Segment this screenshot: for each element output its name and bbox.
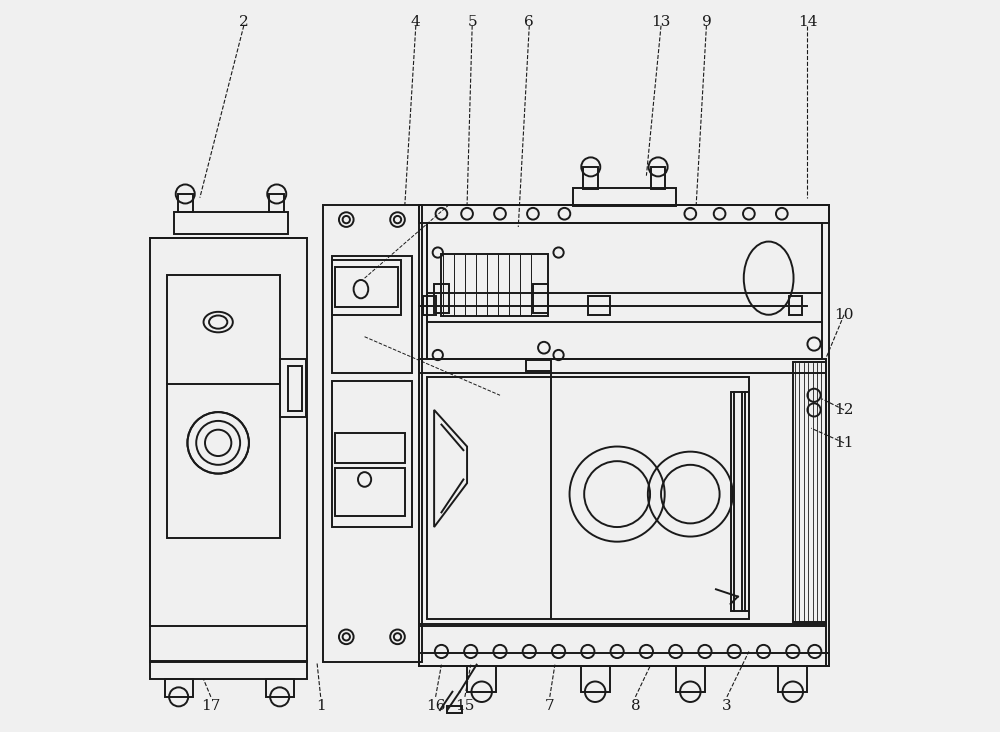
Text: 12: 12 bbox=[834, 403, 854, 417]
Bar bbox=[332, 260, 401, 315]
Text: 2: 2 bbox=[239, 15, 249, 29]
Bar bbox=[651, 167, 665, 189]
Bar bbox=[419, 359, 826, 626]
Bar bbox=[165, 679, 193, 697]
Bar bbox=[419, 624, 826, 666]
Bar bbox=[174, 212, 288, 234]
Text: 17: 17 bbox=[201, 699, 221, 714]
Bar bbox=[335, 468, 405, 516]
Text: 15: 15 bbox=[455, 699, 475, 714]
Bar bbox=[467, 666, 496, 692]
Bar bbox=[778, 666, 807, 692]
Bar bbox=[588, 296, 610, 315]
Bar bbox=[789, 296, 802, 315]
Text: 4: 4 bbox=[411, 15, 421, 29]
Bar bbox=[419, 205, 829, 223]
Bar bbox=[533, 284, 548, 313]
Bar bbox=[793, 362, 826, 622]
Bar bbox=[419, 205, 829, 666]
Bar bbox=[332, 256, 412, 373]
Text: 7: 7 bbox=[545, 699, 555, 714]
Bar bbox=[178, 194, 193, 212]
Text: 1: 1 bbox=[316, 699, 326, 714]
Text: 9: 9 bbox=[702, 15, 711, 29]
Bar bbox=[526, 360, 551, 371]
Bar bbox=[427, 377, 749, 619]
Bar bbox=[266, 679, 294, 697]
Bar bbox=[419, 653, 829, 666]
Bar bbox=[676, 666, 705, 692]
Text: 14: 14 bbox=[798, 15, 817, 29]
Bar bbox=[167, 274, 280, 538]
Text: 11: 11 bbox=[834, 436, 854, 450]
Bar bbox=[731, 392, 749, 611]
Text: 5: 5 bbox=[467, 15, 477, 29]
Bar bbox=[434, 284, 449, 313]
Bar bbox=[335, 267, 398, 307]
Bar bbox=[150, 661, 307, 679]
Text: 10: 10 bbox=[834, 307, 854, 322]
Text: 8: 8 bbox=[631, 699, 640, 714]
Bar bbox=[288, 366, 302, 411]
Bar bbox=[427, 223, 822, 359]
Text: 13: 13 bbox=[651, 15, 671, 29]
Bar bbox=[150, 238, 307, 662]
Bar bbox=[447, 706, 462, 713]
Bar bbox=[423, 296, 436, 315]
Bar bbox=[323, 205, 422, 662]
Bar bbox=[269, 194, 284, 212]
Text: 3: 3 bbox=[722, 699, 732, 714]
Bar bbox=[581, 666, 610, 692]
Bar bbox=[280, 359, 306, 417]
Bar bbox=[573, 188, 676, 206]
Text: 6: 6 bbox=[524, 15, 534, 29]
Bar bbox=[335, 433, 405, 463]
Bar bbox=[441, 254, 548, 316]
Text: 16: 16 bbox=[426, 699, 445, 714]
Bar bbox=[583, 167, 598, 189]
Bar bbox=[332, 381, 412, 527]
